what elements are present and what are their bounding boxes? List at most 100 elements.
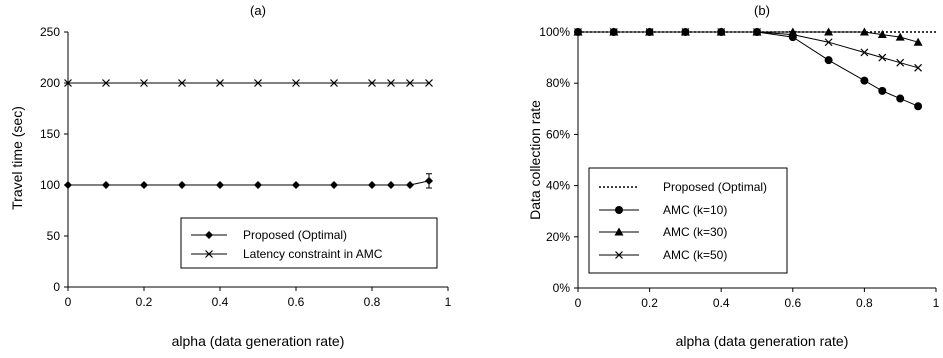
data-point: [64, 181, 72, 189]
data-point: [406, 79, 414, 87]
data-point: [877, 30, 887, 39]
data-point: [330, 181, 338, 189]
data-point: [914, 102, 923, 111]
data-point: [292, 79, 300, 87]
panel-b-y-axis-ticks: 0% 20% 40% 60% 80% 100%: [539, 25, 578, 295]
x-marker-icon: [205, 250, 213, 258]
data-point: [896, 94, 905, 103]
y-tick-label: 0: [53, 280, 60, 294]
data-point: [368, 181, 376, 189]
y-tick-label: 100: [40, 178, 60, 192]
data-point: [387, 79, 395, 87]
legend-entry-latency-constraint: Latency constraint in AMC: [191, 247, 383, 261]
x-tick-label: 0.6: [288, 295, 305, 309]
legend-entry-amc-k30: AMC (k=30): [599, 225, 727, 239]
panel-a-x-axis-ticks: 0 0.2 0.4 0.6 0.8 1: [65, 287, 452, 309]
y-tick-label: 60%: [546, 127, 570, 141]
y-tick-label: 100%: [539, 25, 570, 39]
x-tick-label: 0.4: [713, 296, 730, 310]
x-tick-label: 0: [65, 295, 72, 309]
panel-a-xlabel: alpha (data generation rate): [172, 333, 345, 349]
legend-entry-amc-k10: AMC (k=10): [599, 203, 727, 217]
data-point: [102, 181, 110, 189]
y-tick-label: 20%: [546, 230, 570, 244]
data-point: [824, 38, 833, 47]
series-line: [578, 31, 919, 69]
data-point: [753, 28, 761, 36]
legend-entry-proposed-optimal: Proposed (Optimal): [599, 180, 767, 194]
data-point: [788, 27, 798, 36]
series-amc-k-50: [574, 28, 923, 72]
legend-label: AMC (k=10): [663, 203, 727, 217]
panel-a-label: (a): [250, 3, 266, 18]
data-point: [254, 181, 262, 189]
data-point: [178, 181, 186, 189]
y-tick-label: 150: [40, 127, 60, 141]
panel-a-legend: Proposed (Optimal) Latency constraint in…: [180, 217, 438, 269]
series-amc-k-30: [573, 27, 923, 46]
legend-label: Proposed (Optimal): [663, 180, 767, 194]
y-tick-label: 250: [40, 25, 60, 39]
data-point: [824, 56, 833, 65]
data-point: [574, 28, 582, 36]
panel-b: (b) Data collection rate alpha (data gen…: [527, 3, 940, 349]
panel-a: (a) Travel time (sec) alpha (data genera…: [9, 3, 452, 349]
data-point: [895, 32, 905, 41]
data-point: [913, 37, 923, 46]
x-marker-icon: [615, 251, 623, 259]
data-point: [387, 181, 395, 189]
data-point: [860, 48, 869, 57]
data-point: [368, 79, 376, 87]
data-point: [788, 30, 797, 39]
x-tick-label: 1: [933, 296, 940, 310]
data-point: [254, 79, 262, 87]
data-point: [64, 79, 72, 87]
panel-a-y-axis-ticks: 0 50 100 150 200 250: [40, 25, 68, 294]
series-amc-k-10: [574, 28, 923, 111]
data-point: [717, 28, 726, 36]
data-point: [609, 28, 618, 36]
x-tick-label: 0.2: [136, 295, 153, 309]
x-tick-label: 0.4: [212, 295, 229, 309]
data-point: [406, 181, 414, 189]
x-tick-label: 0.8: [364, 295, 381, 309]
data-point: [140, 181, 148, 189]
legend-label: Latency constraint in AMC: [243, 247, 383, 261]
y-tick-label: 40%: [546, 179, 570, 193]
panel-b-legend: Proposed (Optimal) AMC (k=10) AMC (k=30)…: [588, 167, 788, 274]
x-tick-label: 0.2: [641, 296, 658, 310]
data-point: [216, 181, 224, 189]
data-point: [216, 79, 224, 87]
panel-b-plot-area: [573, 27, 936, 111]
x-tick-label: 0.8: [856, 296, 873, 310]
data-point: [681, 28, 690, 36]
y-tick-label: 80%: [546, 76, 570, 90]
panel-a-plot-area: [64, 79, 433, 189]
panel-b-xlabel: alpha (data generation rate): [676, 333, 849, 349]
x-tick-label: 0: [575, 296, 582, 310]
panel-b-x-axis-ticks: 0 0.2 0.4 0.6 0.8 1: [575, 288, 940, 310]
data-point: [824, 27, 834, 36]
diamond-marker-icon: [205, 231, 213, 239]
data-point: [425, 79, 433, 87]
x-tick-label: 1: [445, 295, 452, 309]
panel-a-legend-box: [180, 217, 438, 269]
legend-label: AMC (k=50): [663, 248, 727, 262]
y-tick-label: 50: [47, 229, 61, 243]
legend-label: Proposed (Optimal): [243, 228, 347, 242]
data-point: [860, 76, 869, 85]
data-point: [102, 79, 110, 87]
panel-a-ylabel: Travel time (sec): [9, 106, 25, 210]
data-point: [878, 53, 887, 62]
data-point: [645, 28, 654, 36]
legend-label: AMC (k=30): [663, 225, 727, 239]
data-point: [859, 27, 869, 36]
data-point: [878, 86, 887, 95]
data-point: [896, 58, 905, 67]
data-point: [914, 63, 923, 72]
y-tick-label: 200: [40, 76, 60, 90]
x-tick-label: 0.6: [784, 296, 801, 310]
data-point: [140, 79, 148, 87]
triangle-marker-icon: [614, 227, 624, 236]
